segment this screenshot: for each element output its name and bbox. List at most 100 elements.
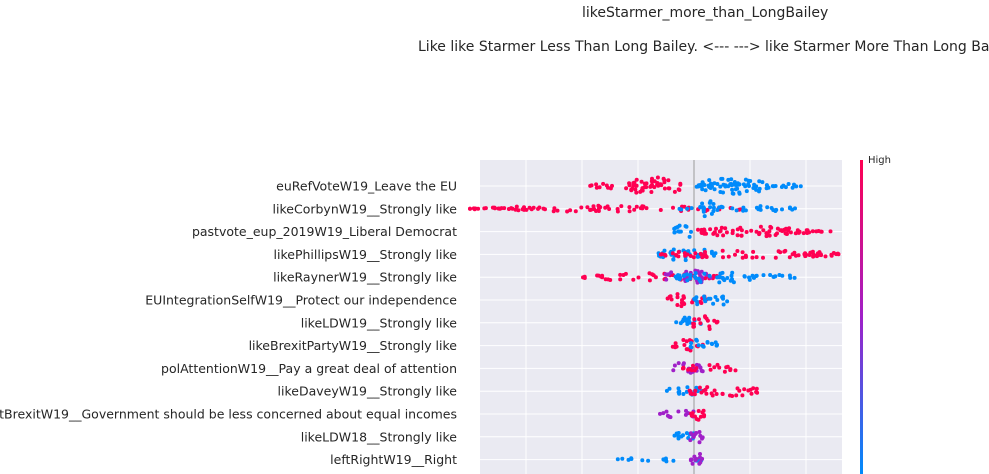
shap-point <box>754 274 759 278</box>
shap-point <box>689 206 694 211</box>
shap-point <box>688 458 693 463</box>
shap-point <box>705 207 710 212</box>
shap-point <box>788 205 792 210</box>
colorbar <box>860 160 863 474</box>
shap-point <box>711 202 716 206</box>
shap-point <box>735 249 740 253</box>
shap-point <box>778 250 783 255</box>
feature-label: likeRaynerW19__Strongly like <box>273 270 457 285</box>
shap-point <box>737 191 742 196</box>
shap-point <box>775 231 779 236</box>
shap-point <box>627 209 632 214</box>
shap-point <box>671 368 676 373</box>
shap-point <box>702 229 707 234</box>
feature-label: leftRightW19__Right <box>330 452 457 467</box>
shap-point <box>725 299 730 304</box>
shap-point <box>735 186 740 191</box>
shap-point <box>676 361 681 366</box>
shap-point <box>468 206 472 211</box>
shap-point <box>757 231 762 235</box>
shap-point <box>780 207 784 212</box>
shap-point <box>714 392 719 396</box>
shap-point <box>700 201 705 206</box>
shap-point <box>627 205 632 210</box>
shap-point <box>659 183 664 188</box>
shap-point <box>689 341 694 346</box>
shap-point <box>676 431 681 435</box>
shap-point <box>696 276 701 281</box>
shap-point <box>647 278 652 283</box>
shap-point <box>696 409 701 413</box>
shap-point <box>741 208 746 213</box>
shap-point <box>758 224 763 229</box>
shap-point <box>774 207 779 212</box>
shap-point <box>597 185 602 190</box>
shap-point <box>810 229 815 234</box>
shap-point <box>644 185 649 190</box>
shap-point <box>671 247 676 252</box>
shap-point <box>702 413 707 418</box>
shap-point <box>684 339 689 344</box>
shap-point <box>696 227 700 232</box>
shap-point <box>674 253 679 258</box>
shap-point <box>707 327 712 331</box>
shap-point <box>610 183 614 188</box>
shap-point <box>836 252 841 257</box>
shap-point <box>779 185 784 189</box>
shap-point <box>703 188 708 193</box>
shap-point <box>720 391 725 396</box>
shap-point <box>696 343 701 348</box>
shap-point <box>685 252 690 257</box>
shap-point <box>696 417 701 422</box>
shap-point <box>688 367 693 371</box>
shap-point <box>761 228 766 233</box>
shap-point <box>770 184 775 189</box>
feature-label: redistBrexitW19__Government should be le… <box>0 407 457 422</box>
shap-point <box>674 320 679 325</box>
shap-point <box>675 292 680 297</box>
shap-point <box>623 271 628 276</box>
shap-point <box>703 298 707 303</box>
shap-point <box>798 184 803 189</box>
shap-point <box>761 255 765 260</box>
shap-point <box>787 273 792 278</box>
shap-point <box>634 190 639 195</box>
shap-point <box>725 364 730 369</box>
shap-point <box>671 257 676 262</box>
shap-point <box>742 387 747 392</box>
shap-point <box>476 206 481 211</box>
shap-point <box>678 229 683 234</box>
shap-point <box>793 231 798 236</box>
shap-point <box>698 460 703 465</box>
shap-point <box>740 255 745 260</box>
shap-point <box>697 430 702 434</box>
shap-point <box>639 179 644 184</box>
shap-point <box>786 228 791 233</box>
shap-point <box>703 314 707 319</box>
shap-point <box>634 204 639 209</box>
shap-point <box>698 365 703 370</box>
colorbar-high-label: High <box>868 155 891 166</box>
shap-point <box>683 258 688 263</box>
shap-point <box>677 273 682 278</box>
shap-point <box>640 206 645 211</box>
shap-point <box>662 180 667 185</box>
shap-point <box>708 205 713 210</box>
shap-point <box>634 177 639 182</box>
shap-point <box>710 251 714 256</box>
shap-point <box>531 205 536 210</box>
shap-point <box>596 273 601 278</box>
shap-point <box>660 252 665 257</box>
shap-point <box>730 270 735 275</box>
shap-point <box>707 178 712 183</box>
shap-point <box>694 338 699 343</box>
shap-point <box>730 277 734 282</box>
shap-point <box>506 207 511 211</box>
shap-point <box>681 301 686 306</box>
shap-point <box>681 294 686 299</box>
shap-point <box>715 233 720 238</box>
shap-point <box>655 175 660 180</box>
shap-point <box>689 229 693 234</box>
shap-point <box>699 368 704 373</box>
shap-point <box>661 457 666 462</box>
